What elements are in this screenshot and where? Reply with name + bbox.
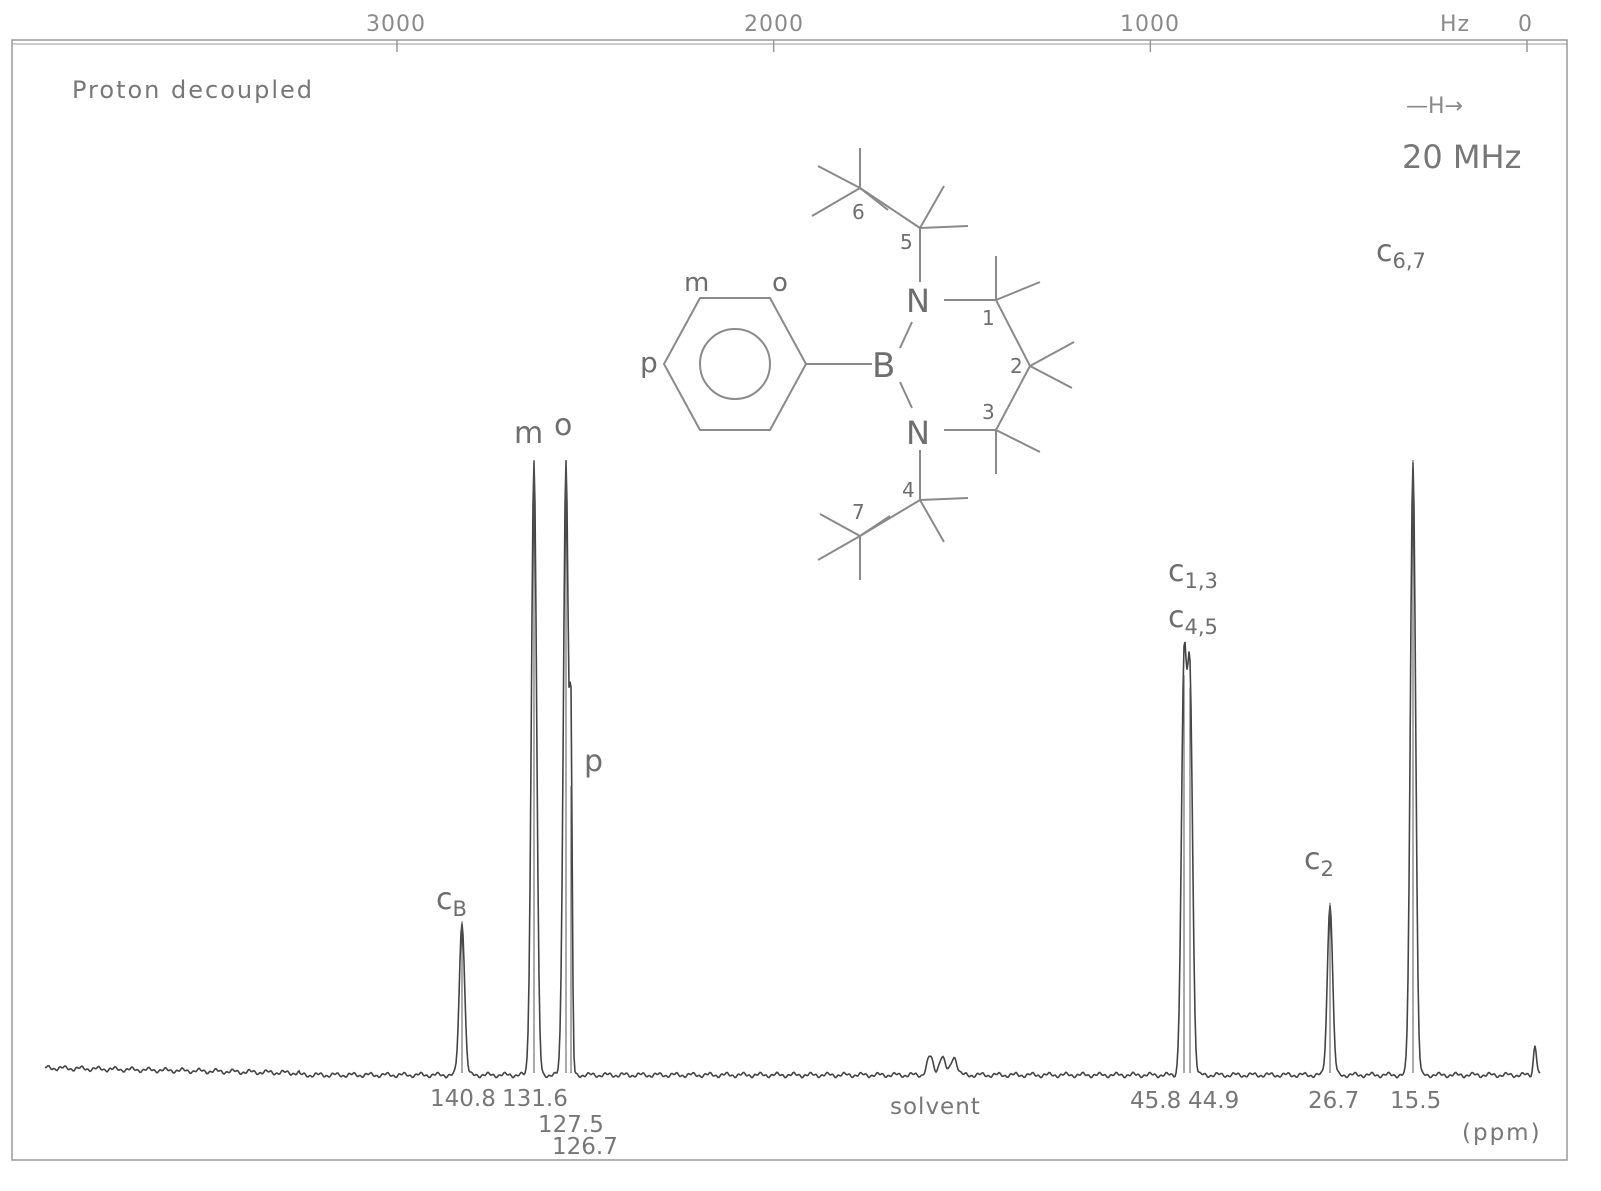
atom-n-top: N	[906, 282, 930, 320]
spectrum-trace	[44, 460, 1541, 1079]
ppm-label-126-7: 126.7	[552, 1134, 618, 1160]
ppm-label-127-5: 127.5	[538, 1112, 604, 1138]
ring-label-o: o	[772, 268, 788, 298]
bond-c4-methyl-a	[919, 497, 969, 501]
carbon-number-7: 7	[852, 500, 865, 524]
field-strength-label: 20 MHz	[1402, 138, 1522, 176]
ppm-label-140-8: 140.8	[430, 1086, 496, 1112]
carbon-number-1: 1	[982, 306, 995, 330]
ppm-label-44-9: 44.9	[1188, 1088, 1240, 1114]
bond-c6-d	[859, 187, 889, 211]
peak-label-m: m	[514, 416, 544, 451]
proton-decoupled-label: Proton decoupled	[72, 76, 314, 104]
carbon-number-3: 3	[982, 400, 995, 424]
ppm-label-15-5: 15.5	[1390, 1088, 1442, 1114]
peak-label-c45: c4,5	[1168, 600, 1218, 640]
bond-c2-b	[1029, 365, 1073, 389]
benzene-ring	[662, 297, 808, 431]
hz-axis	[396, 40, 1528, 52]
plot-frame	[11, 39, 1568, 1161]
atom-n-bottom: N	[906, 414, 930, 452]
molecule-structure	[662, 148, 1075, 580]
bond-c5-methyl-a	[919, 225, 969, 229]
carbon-number-2: 2	[1010, 354, 1023, 378]
hz-tick-label-3000: 3000	[366, 12, 426, 37]
bond-c7-d	[859, 515, 891, 537]
bond-c2-a	[1029, 341, 1075, 367]
field-arrow-label: —H→	[1406, 94, 1463, 119]
bond-c5-methyl-b	[919, 185, 945, 229]
bond-c6-b	[811, 187, 861, 217]
bond-c1-b	[995, 281, 1041, 301]
solvent-label: solvent	[890, 1094, 981, 1120]
ppm-label-26-7: 26.7	[1308, 1088, 1360, 1114]
hz-tick-label-0: 0	[1518, 12, 1533, 37]
ring-label-p: p	[640, 346, 658, 379]
hz-unit-label: Hz	[1440, 12, 1471, 37]
bond-b-n-bottom	[899, 381, 913, 409]
hz-tick-label-2000: 2000	[744, 12, 804, 37]
ppm-label-45-8: 45.8	[1130, 1088, 1182, 1114]
carbon-number-4: 4	[902, 478, 915, 502]
peaks-group	[461, 460, 1414, 1073]
carbon-number-6: 6	[852, 200, 865, 224]
atom-b: B	[872, 346, 896, 386]
peak-label-p: p	[584, 744, 604, 779]
bond-c1-c2	[995, 299, 1031, 367]
carbon-number-5: 5	[900, 230, 913, 254]
hz-tick-label-1000: 1000	[1120, 12, 1180, 37]
peak-label-o: o	[554, 408, 573, 443]
ring-label-m: m	[684, 268, 710, 298]
bond-c3-b	[995, 429, 1041, 453]
bond-c6-c	[817, 165, 861, 189]
bond-b-n-top	[899, 321, 913, 349]
bond-c7-b	[817, 535, 861, 561]
bond-c2-c3	[995, 365, 1031, 431]
peak-label-c13: c1,3	[1168, 554, 1218, 594]
ppm-unit-label: (ppm)	[1462, 1120, 1542, 1146]
peak-label-c67: c6,7	[1376, 234, 1426, 274]
peak-label-c2: c2	[1304, 842, 1334, 882]
peak-label-cb: cB	[436, 882, 467, 922]
bond-c4-methyl-b	[919, 499, 945, 543]
aromatic-circle	[699, 328, 771, 400]
bond-c7-c	[819, 513, 861, 537]
ppm-label-131-6: 131.6	[502, 1086, 568, 1112]
